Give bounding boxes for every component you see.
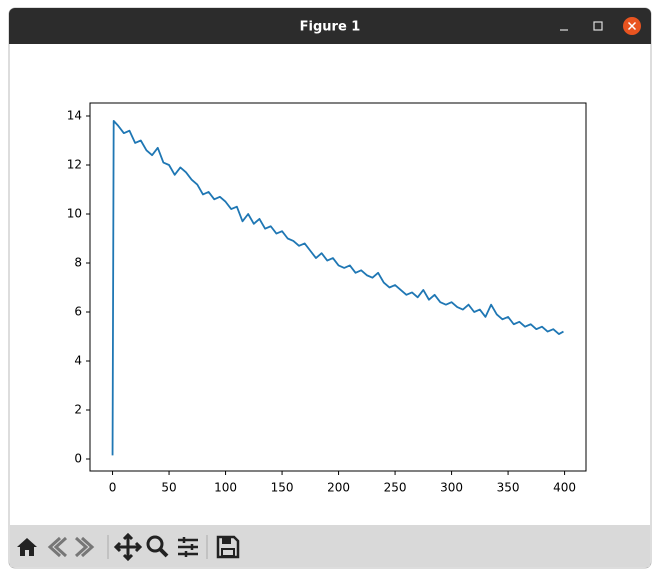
home-button[interactable] (17, 538, 37, 556)
maximize-button[interactable] (593, 21, 603, 31)
x-tick-label: 300 (440, 481, 463, 495)
plot: 0 2 4 6 8 10 12 14 0 50 100 150 200 250 300 350 400 (67, 102, 587, 495)
configure-button[interactable] (178, 537, 198, 557)
x-tick-label: 0 (109, 481, 117, 495)
y-tick-label: 8 (74, 255, 82, 269)
toolbar (10, 525, 650, 567)
y-tick-label: 14 (67, 108, 82, 122)
title-bar (9, 8, 651, 44)
back-button[interactable] (47, 536, 68, 558)
y-tick-label: 12 (67, 157, 82, 171)
x-tick-label: 100 (214, 481, 237, 495)
data-line (111, 119, 564, 456)
x-tick-label: 350 (497, 481, 520, 495)
forward-button[interactable] (74, 536, 95, 558)
x-tick-label: 150 (271, 481, 294, 495)
axes-frame (89, 102, 587, 472)
close-button[interactable] (623, 17, 641, 35)
window-title: Figure 1 (300, 20, 361, 35)
x-tick-label: 400 (553, 481, 576, 495)
pan-button[interactable] (113, 532, 143, 562)
y-tick-label: 10 (67, 206, 82, 220)
y-tick-label: 4 (74, 353, 82, 367)
zoom-button[interactable] (146, 535, 169, 558)
y-tick-label: 6 (74, 304, 82, 318)
x-tick-label: 200 (327, 481, 350, 495)
x-tick-label: 250 (384, 481, 407, 495)
y-tick-label: 2 (74, 402, 82, 416)
y-tick-label: 0 (74, 451, 82, 465)
x-tick-label: 50 (161, 481, 176, 495)
save-button[interactable] (216, 535, 240, 559)
